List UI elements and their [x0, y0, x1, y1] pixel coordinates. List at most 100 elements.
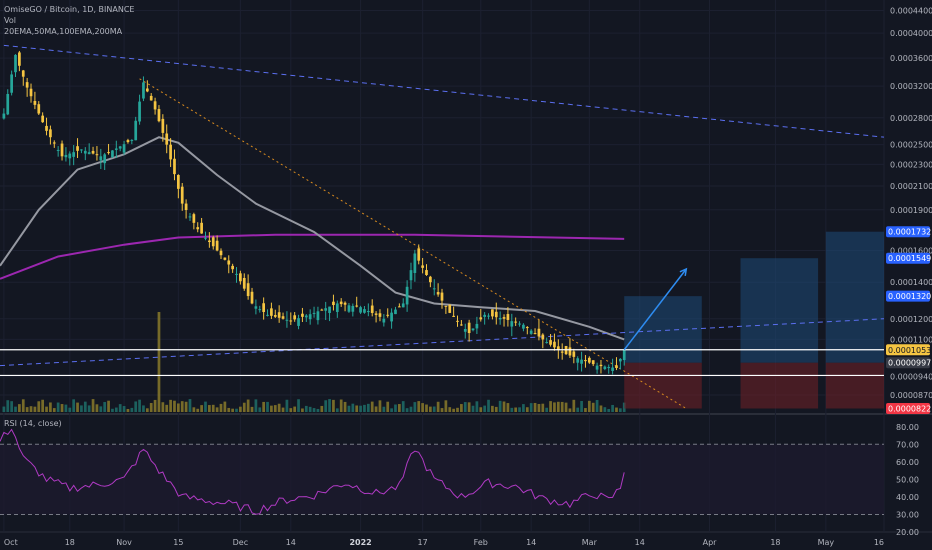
volume-bar [533, 402, 537, 412]
volume-bar [421, 403, 424, 412]
candle-body [45, 125, 48, 131]
price-badge-label: 0.0000822 [888, 405, 931, 414]
candle-body [467, 322, 471, 334]
candle-body [351, 305, 355, 312]
price-tick-label: 0.0004400 [890, 7, 932, 16]
volume-bar [301, 408, 304, 412]
symbol-title[interactable]: OmiseGO / Bitcoin, 1D, BINANCE [4, 5, 135, 14]
candle-body [572, 351, 576, 357]
candle-body [281, 316, 285, 319]
volume-bar [324, 400, 328, 412]
volume-bar [518, 407, 521, 412]
volume-bar [444, 400, 448, 412]
candle-body [502, 317, 506, 319]
volume-bar [378, 400, 382, 412]
candle-body [49, 129, 52, 138]
candle-body [332, 301, 335, 306]
trendlines [0, 44, 885, 409]
candle-body [560, 351, 564, 353]
candle-body [161, 118, 165, 133]
volume-bar [60, 404, 64, 412]
candle-body [386, 314, 390, 316]
candle-body [142, 82, 145, 99]
time-tick-label: 18 [770, 538, 780, 547]
volume-bar [390, 408, 393, 412]
volume-bar [142, 405, 145, 412]
volume-bar [429, 406, 432, 412]
candle-body [6, 94, 10, 115]
volume-bar [436, 401, 440, 412]
time-tick-label: 15 [173, 538, 183, 547]
time-axis[interactable]: Oct 18 Nov 15 Dec 14 2022 17 Feb 14 Mar 14 Apr 18 May 1… [4, 538, 884, 547]
candle-body [401, 303, 405, 308]
candle-body [52, 142, 56, 144]
time-tick-label: 17 [418, 538, 428, 547]
candle-body [76, 146, 79, 151]
candle-body [483, 314, 487, 317]
rsi-label[interactable]: RSI (14, close) [4, 419, 62, 428]
price-badge [886, 357, 930, 369]
volume-bar [525, 407, 529, 412]
volume-bar [103, 402, 107, 412]
candle-body [266, 314, 269, 316]
volume-bar [180, 401, 184, 412]
volume-bar [130, 407, 134, 412]
volume-bar [126, 408, 130, 412]
volume-bar [215, 407, 219, 412]
volume-bar [487, 399, 490, 412]
candle-body [176, 174, 180, 189]
candle-body [436, 292, 440, 295]
volume-bar [200, 405, 203, 412]
volume-bar [440, 408, 444, 412]
volume-bar [370, 401, 374, 412]
candle-body [122, 144, 126, 153]
volume-bar [537, 403, 541, 412]
candle-body [576, 358, 580, 363]
target-box [825, 231, 884, 363]
candle-body [235, 273, 238, 275]
candle-body [607, 367, 611, 369]
candle-body [21, 70, 25, 77]
volume-bar [285, 399, 289, 412]
price-axis[interactable]: 0.0004400 0.0004000 0.0003600 0.0003200 0.00… [886, 7, 932, 415]
rsi-pane [0, 428, 884, 515]
volume-bar [607, 408, 611, 412]
volume-bar [374, 406, 378, 412]
candle-body [258, 309, 262, 311]
volume-bar [289, 408, 293, 412]
candle-body [41, 115, 45, 123]
rsi-line [0, 428, 625, 515]
ma-label[interactable]: 20EMA,50MA,100EMA,200MA [4, 27, 123, 36]
price-badge [886, 290, 930, 302]
volume-bar [615, 407, 618, 412]
volume-bar [219, 403, 223, 412]
volume-bar [522, 404, 525, 412]
candle-body [421, 265, 424, 268]
price-badge-label: 0.0001549 [888, 254, 931, 263]
volume-bar [611, 404, 614, 412]
price-tick-label: 0.0002100 [890, 182, 932, 191]
candle-body [270, 308, 273, 316]
volume-bar [2, 406, 6, 412]
volume-bar [227, 407, 231, 412]
stop-box [624, 362, 702, 409]
volume-bar [475, 401, 479, 412]
horizontal-levels [0, 349, 884, 377]
candle-body [200, 222, 203, 234]
candle-body [409, 270, 413, 281]
volume-bar [239, 406, 242, 412]
candle-body [343, 302, 347, 305]
time-tick-label: Apr [703, 538, 718, 547]
candle-body [312, 312, 316, 314]
volume-bar [21, 399, 25, 412]
volume-bar [173, 400, 176, 412]
price-badge [886, 226, 930, 238]
candle-body [324, 308, 328, 311]
volume-bar [564, 402, 568, 412]
time-tick-label: 14 [635, 538, 645, 547]
candle-body [87, 152, 91, 155]
candle-body [580, 359, 583, 364]
volume-label: Vol [4, 16, 16, 25]
candle-body [231, 265, 234, 270]
